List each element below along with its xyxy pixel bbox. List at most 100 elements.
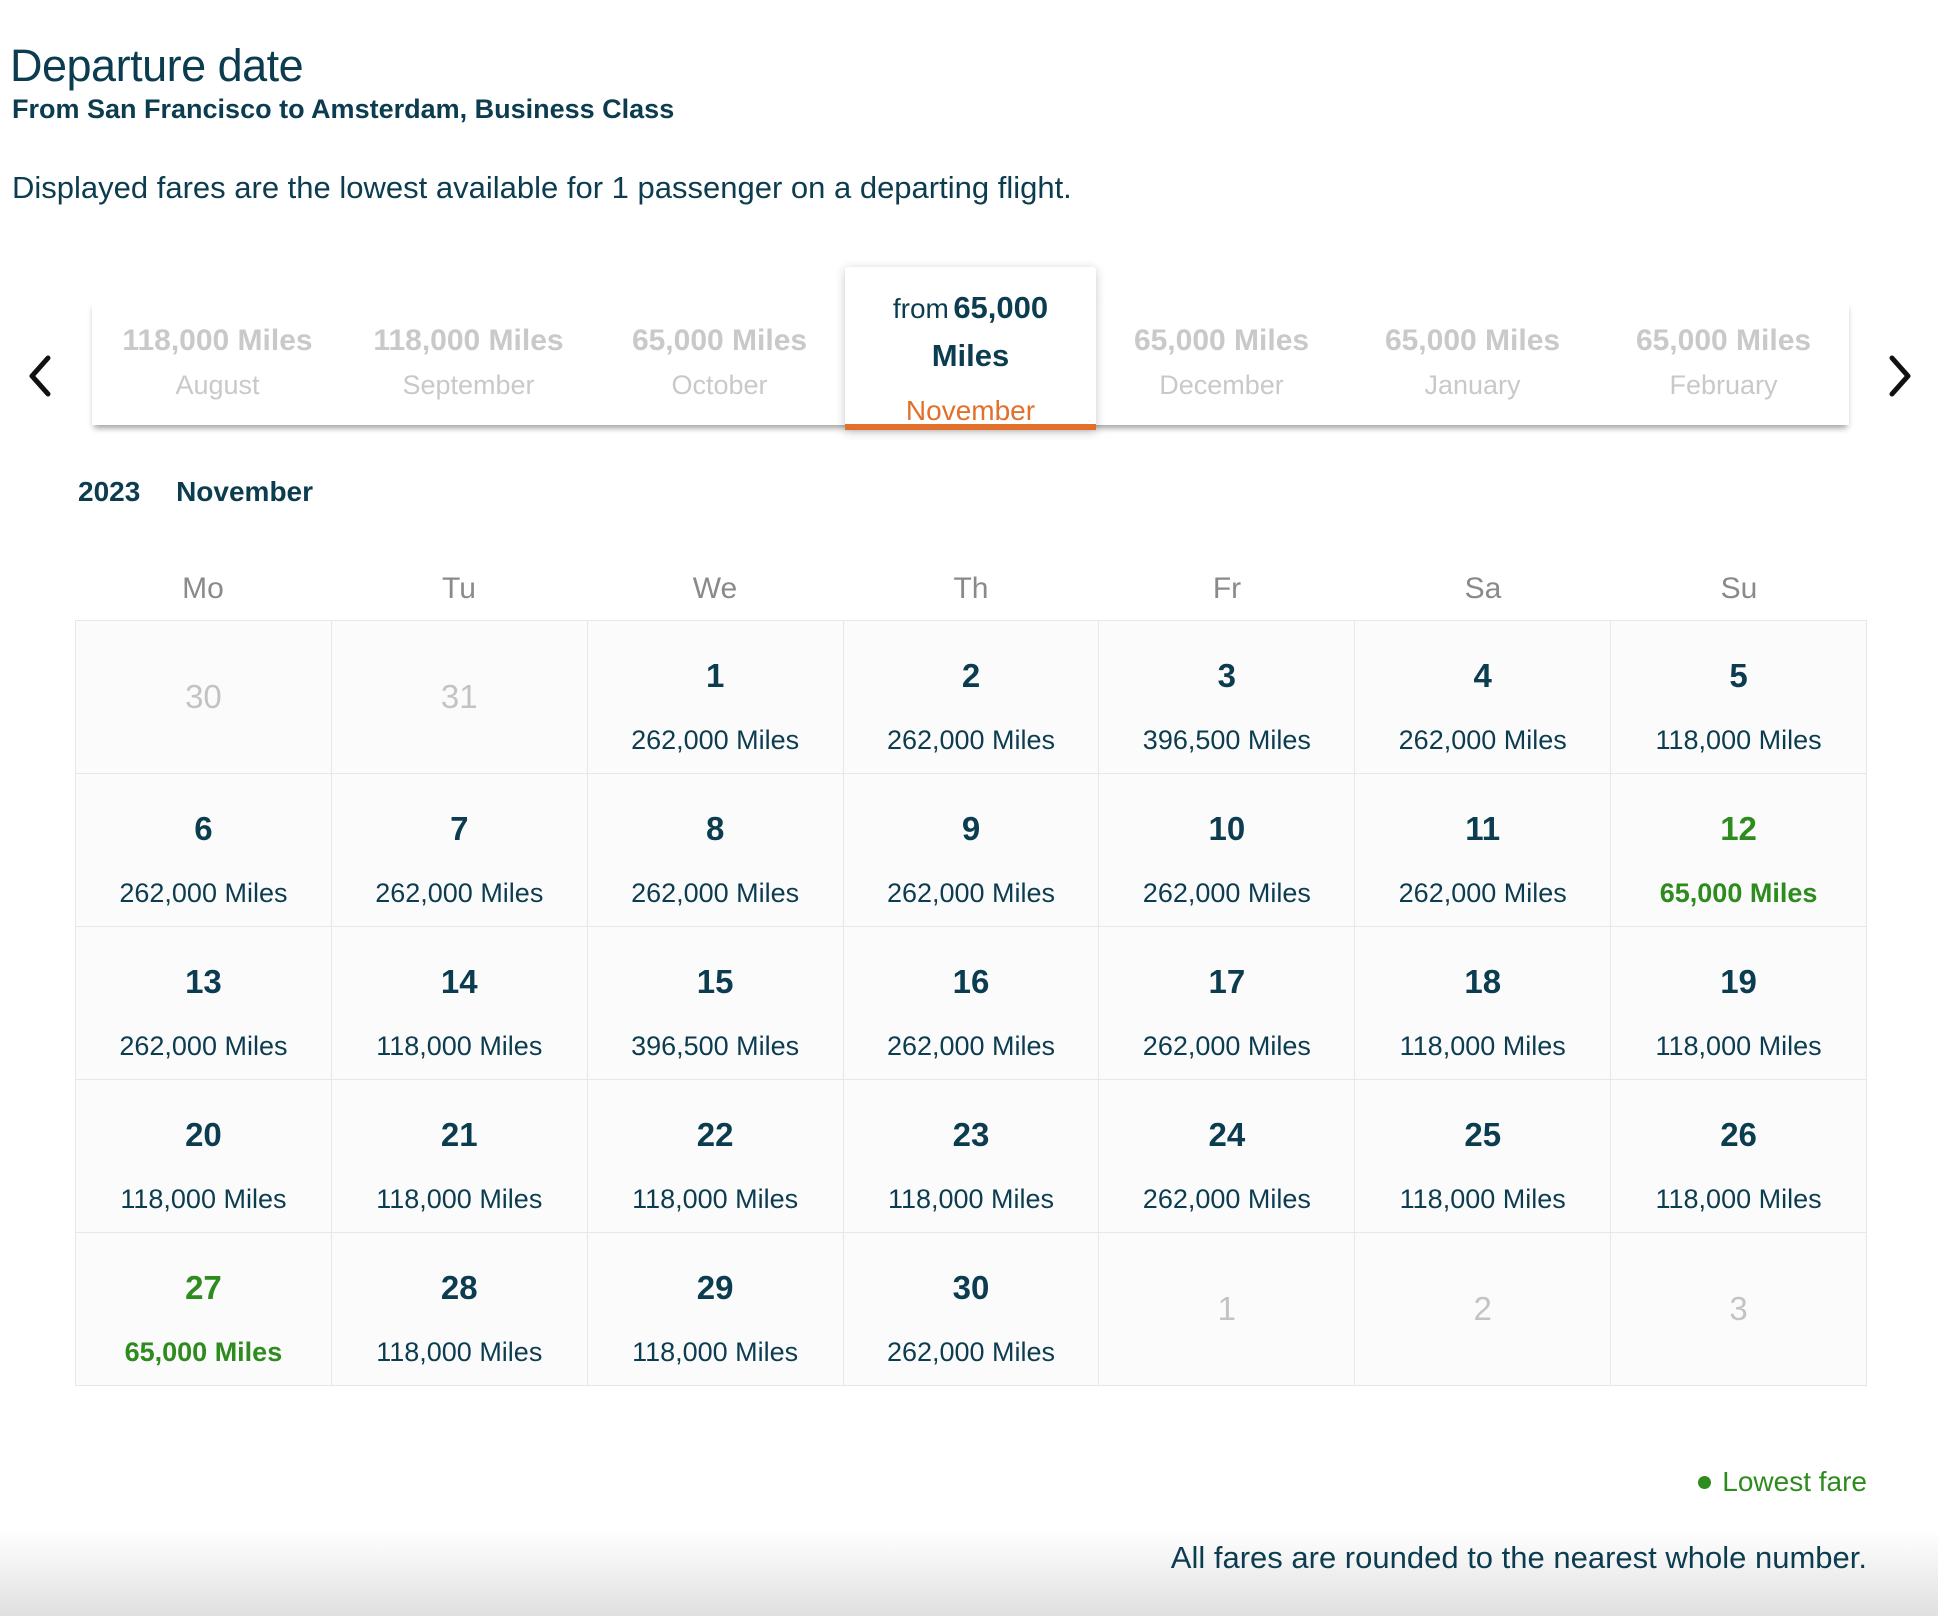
day-fare: 262,000 Miles [886, 1031, 1056, 1061]
month-tab[interactable]: 65,000 Miles February [1598, 300, 1849, 425]
weekday-label: Tu [442, 572, 476, 605]
calendar-day-cell[interactable]: 5 118,000 Miles [1611, 621, 1867, 774]
calendar-day-cell[interactable]: 28 118,000 Miles [331, 1233, 588, 1386]
calendar-day-cell[interactable]: 25 118,000 Miles [1355, 1080, 1612, 1233]
calendar-day-cell[interactable]: 1 262,000 Miles [587, 621, 844, 774]
calendar-day-cell[interactable]: 17 262,000 Miles [1099, 927, 1356, 1080]
calendar-day-cell[interactable]: 19 118,000 Miles [1611, 927, 1867, 1080]
month-name: October [671, 370, 768, 400]
day-fare: 118,000 Miles [632, 1337, 799, 1367]
month-tab[interactable]: 65,000 Miles December [1096, 300, 1347, 425]
calendar-day-cell[interactable]: 3 396,500 Miles [1099, 621, 1356, 774]
month-name: August [175, 370, 260, 400]
month-tab[interactable]: 118,000 Miles August [92, 300, 343, 425]
month-fare: 65,000 Miles [1133, 324, 1310, 357]
calendar-day-cell[interactable]: 27 65,000 Miles [76, 1233, 332, 1386]
month-tab[interactable]: 65,000 Miles October [594, 300, 845, 425]
chevron-left-icon [25, 353, 53, 402]
calendar-day-cell[interactable]: 11 262,000 Miles [1355, 774, 1612, 927]
previous-month-button[interactable] [22, 353, 56, 401]
calendar-day-cell[interactable]: 24 262,000 Miles [1099, 1080, 1356, 1233]
next-month-button[interactable] [1884, 353, 1918, 401]
calendar-day-cell[interactable]: 9 262,000 Miles [843, 774, 1100, 927]
day-fare: 118,000 Miles [632, 1184, 799, 1214]
day-number: 25 [1464, 1116, 1502, 1153]
day-number: 15 [696, 963, 734, 1000]
day-number: 9 [961, 810, 981, 847]
month-tab[interactable]: 65,000 Miles January [1347, 300, 1598, 425]
day-number: 14 [440, 963, 478, 1000]
day-fare: 262,000 Miles [631, 725, 800, 755]
month-fare: 118,000 Miles [373, 324, 564, 357]
month-fare: 65,000 Miles [1635, 324, 1812, 357]
day-number: 6 [194, 810, 213, 847]
day-number: 1 [705, 657, 725, 694]
calendar-day-cell[interactable]: 7 262,000 Miles [331, 774, 588, 927]
calendar-day-cell[interactable]: 6 262,000 Miles [76, 774, 332, 927]
calendar-year: 2023 [78, 476, 141, 507]
calendar-day-cell[interactable]: 29 118,000 Miles [587, 1233, 844, 1386]
weekday-label: We [692, 572, 738, 605]
day-number: 24 [1208, 1116, 1246, 1153]
calendar-day-cell[interactable]: 21 118,000 Miles [331, 1080, 588, 1233]
day-fare: 118,000 Miles [1655, 725, 1822, 755]
day-number: 2 [1473, 1290, 1492, 1327]
calendar-day-cell[interactable]: 18 118,000 Miles [1355, 927, 1612, 1080]
day-number: 27 [185, 1269, 222, 1306]
day-number: 28 [440, 1269, 478, 1306]
lowest-fare-label: Lowest fare [1722, 1466, 1867, 1497]
calendar-day-cell[interactable]: 2 262,000 Miles [843, 621, 1100, 774]
calendar-month: November [176, 476, 314, 507]
day-number: 2 [961, 657, 981, 694]
calendar-day-cell[interactable]: 26 118,000 Miles [1611, 1080, 1867, 1233]
weekday-label: Fr [1212, 572, 1242, 605]
day-fare: 262,000 Miles [886, 725, 1056, 755]
day-number: 18 [1464, 963, 1502, 1000]
day-fare: 118,000 Miles [376, 1184, 543, 1214]
calendar-day-cell[interactable]: 15 396,500 Miles [587, 927, 844, 1080]
day-number: 3 [1217, 657, 1237, 694]
month-tab-selected[interactable]: from 65,000 Miles November [845, 267, 1096, 430]
day-fare: 118,000 Miles [887, 1184, 1055, 1214]
rounding-note: All fares are rounded to the nearest who… [1170, 1540, 1867, 1575]
day-fare: 118,000 Miles [120, 1184, 287, 1214]
day-fare: 396,500 Miles [631, 1031, 800, 1061]
month-fare: 118,000 Miles [122, 324, 313, 357]
month-fare: from 65,000 Miles [845, 287, 1096, 383]
calendar-day-cell[interactable]: 13 262,000 Miles [76, 927, 332, 1080]
day-number: 11 [1465, 810, 1501, 847]
day-fare: 262,000 Miles [886, 878, 1056, 908]
calendar-day-cell[interactable]: 4 262,000 Miles [1355, 621, 1612, 774]
day-number: 3 [1729, 1290, 1748, 1327]
day-number: 7 [450, 810, 469, 847]
calendar-day-cell[interactable]: 30 262,000 Miles [843, 1233, 1100, 1386]
day-fare: 118,000 Miles [1655, 1031, 1822, 1061]
calendar-day-cell-adjacent-month: 30 [76, 621, 332, 774]
calendar-day-cell[interactable]: 12 65,000 Miles [1611, 774, 1867, 927]
weekday-label: Sa [1464, 572, 1502, 605]
day-number: 30 [185, 678, 222, 715]
calendar-day-cell[interactable]: 14 118,000 Miles [331, 927, 588, 1080]
day-number: 23 [952, 1116, 990, 1153]
calendar-day-cell[interactable]: 20 118,000 Miles [76, 1080, 332, 1233]
day-fare: 118,000 Miles [1399, 1031, 1566, 1061]
calendar-day-cell[interactable]: 22 118,000 Miles [587, 1080, 844, 1233]
calendar-day-cell[interactable]: 23 118,000 Miles [843, 1080, 1100, 1233]
day-fare: 262,000 Miles [1142, 878, 1311, 908]
day-number: 4 [1473, 657, 1492, 694]
calendar-day-cell[interactable]: 8 262,000 Miles [587, 774, 844, 927]
lowest-fare-dot-icon [1698, 1476, 1712, 1489]
calendar-day-cell[interactable]: 16 262,000 Miles [843, 927, 1100, 1080]
day-fare: 65,000 Miles [1659, 878, 1818, 908]
day-number: 29 [696, 1269, 734, 1306]
page-title: Departure date [10, 40, 304, 92]
day-number: 21 [440, 1116, 478, 1153]
day-fare: 262,000 Miles [375, 878, 544, 908]
day-number: 10 [1208, 810, 1246, 847]
day-fare: 396,500 Miles [1142, 725, 1311, 755]
month-fare: 65,000 Miles [631, 324, 808, 357]
calendar-day-cell[interactable]: 10 262,000 Miles [1099, 774, 1356, 927]
day-fare: 118,000 Miles [1399, 1184, 1566, 1214]
month-tab[interactable]: 118,000 Miles September [343, 300, 594, 425]
day-fare: 262,000 Miles [1398, 725, 1567, 755]
